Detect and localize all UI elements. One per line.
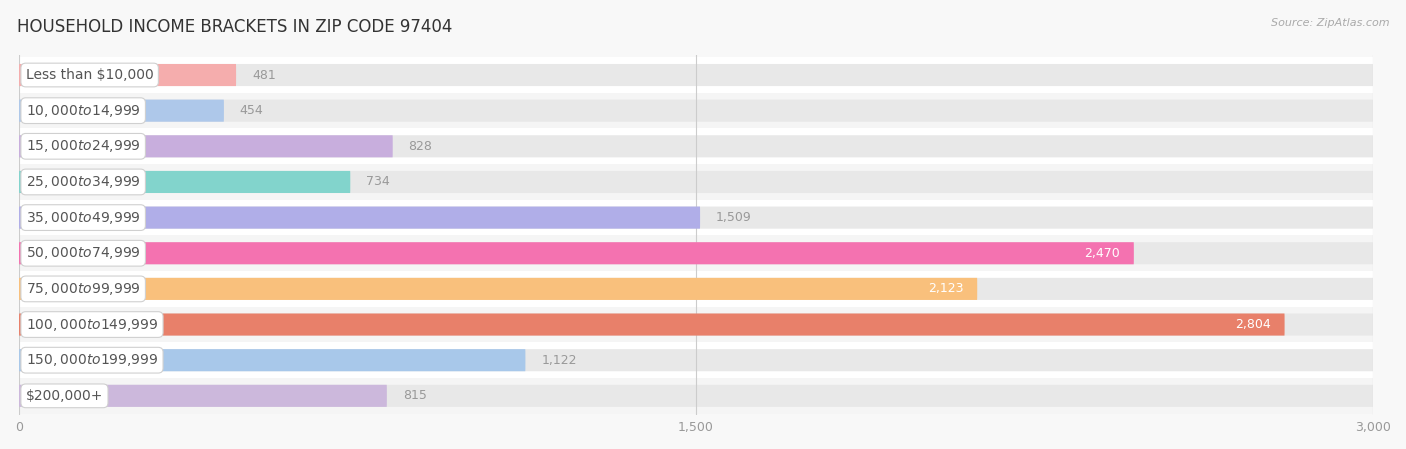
Text: $200,000+: $200,000+: [25, 389, 103, 403]
Text: 2,804: 2,804: [1236, 318, 1271, 331]
FancyBboxPatch shape: [20, 378, 1374, 414]
FancyBboxPatch shape: [20, 278, 1374, 300]
FancyBboxPatch shape: [20, 343, 1374, 378]
FancyBboxPatch shape: [20, 164, 1374, 200]
FancyBboxPatch shape: [20, 385, 387, 407]
FancyBboxPatch shape: [20, 100, 1374, 122]
FancyBboxPatch shape: [20, 57, 1374, 93]
Text: 828: 828: [409, 140, 433, 153]
FancyBboxPatch shape: [20, 242, 1374, 264]
FancyBboxPatch shape: [20, 278, 977, 300]
Text: 815: 815: [402, 389, 426, 402]
Text: 1,122: 1,122: [541, 354, 576, 367]
Text: 1,509: 1,509: [716, 211, 752, 224]
FancyBboxPatch shape: [20, 135, 1374, 157]
FancyBboxPatch shape: [20, 349, 1374, 371]
FancyBboxPatch shape: [20, 171, 350, 193]
Text: $75,000 to $99,999: $75,000 to $99,999: [25, 281, 141, 297]
Text: $150,000 to $199,999: $150,000 to $199,999: [25, 352, 159, 368]
FancyBboxPatch shape: [20, 271, 1374, 307]
Text: $100,000 to $149,999: $100,000 to $149,999: [25, 317, 159, 333]
FancyBboxPatch shape: [20, 349, 526, 371]
Text: 2,123: 2,123: [928, 282, 963, 295]
Text: $25,000 to $34,999: $25,000 to $34,999: [25, 174, 141, 190]
FancyBboxPatch shape: [20, 100, 224, 122]
Text: $50,000 to $74,999: $50,000 to $74,999: [25, 245, 141, 261]
FancyBboxPatch shape: [20, 64, 236, 86]
Text: HOUSEHOLD INCOME BRACKETS IN ZIP CODE 97404: HOUSEHOLD INCOME BRACKETS IN ZIP CODE 97…: [17, 18, 453, 36]
FancyBboxPatch shape: [20, 385, 1374, 407]
Text: $10,000 to $14,999: $10,000 to $14,999: [25, 103, 141, 119]
Text: 2,470: 2,470: [1084, 247, 1121, 260]
Text: $15,000 to $24,999: $15,000 to $24,999: [25, 138, 141, 154]
Text: Source: ZipAtlas.com: Source: ZipAtlas.com: [1271, 18, 1389, 28]
FancyBboxPatch shape: [20, 207, 1374, 229]
FancyBboxPatch shape: [20, 242, 1133, 264]
Text: Less than $10,000: Less than $10,000: [25, 68, 153, 82]
FancyBboxPatch shape: [20, 128, 1374, 164]
FancyBboxPatch shape: [20, 171, 1374, 193]
Text: 734: 734: [366, 176, 389, 189]
FancyBboxPatch shape: [20, 200, 1374, 235]
FancyBboxPatch shape: [20, 135, 392, 157]
FancyBboxPatch shape: [20, 64, 1374, 86]
Text: 481: 481: [252, 69, 276, 82]
FancyBboxPatch shape: [20, 93, 1374, 128]
Text: 454: 454: [239, 104, 263, 117]
FancyBboxPatch shape: [20, 207, 700, 229]
FancyBboxPatch shape: [20, 307, 1374, 343]
FancyBboxPatch shape: [20, 313, 1374, 335]
Text: $35,000 to $49,999: $35,000 to $49,999: [25, 210, 141, 225]
FancyBboxPatch shape: [20, 235, 1374, 271]
FancyBboxPatch shape: [20, 313, 1285, 335]
